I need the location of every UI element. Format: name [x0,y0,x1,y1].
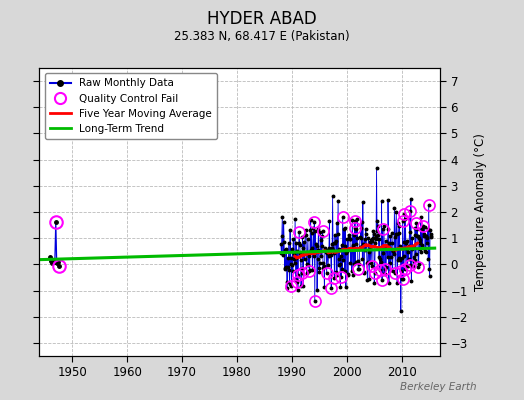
Text: Berkeley Earth: Berkeley Earth [400,382,477,392]
Y-axis label: Temperature Anomaly (°C): Temperature Anomaly (°C) [474,133,486,291]
Text: 25.383 N, 68.417 E (Pakistan): 25.383 N, 68.417 E (Pakistan) [174,30,350,43]
Text: HYDER ABAD: HYDER ABAD [207,10,317,28]
Legend: Raw Monthly Data, Quality Control Fail, Five Year Moving Average, Long-Term Tren: Raw Monthly Data, Quality Control Fail, … [45,73,217,139]
